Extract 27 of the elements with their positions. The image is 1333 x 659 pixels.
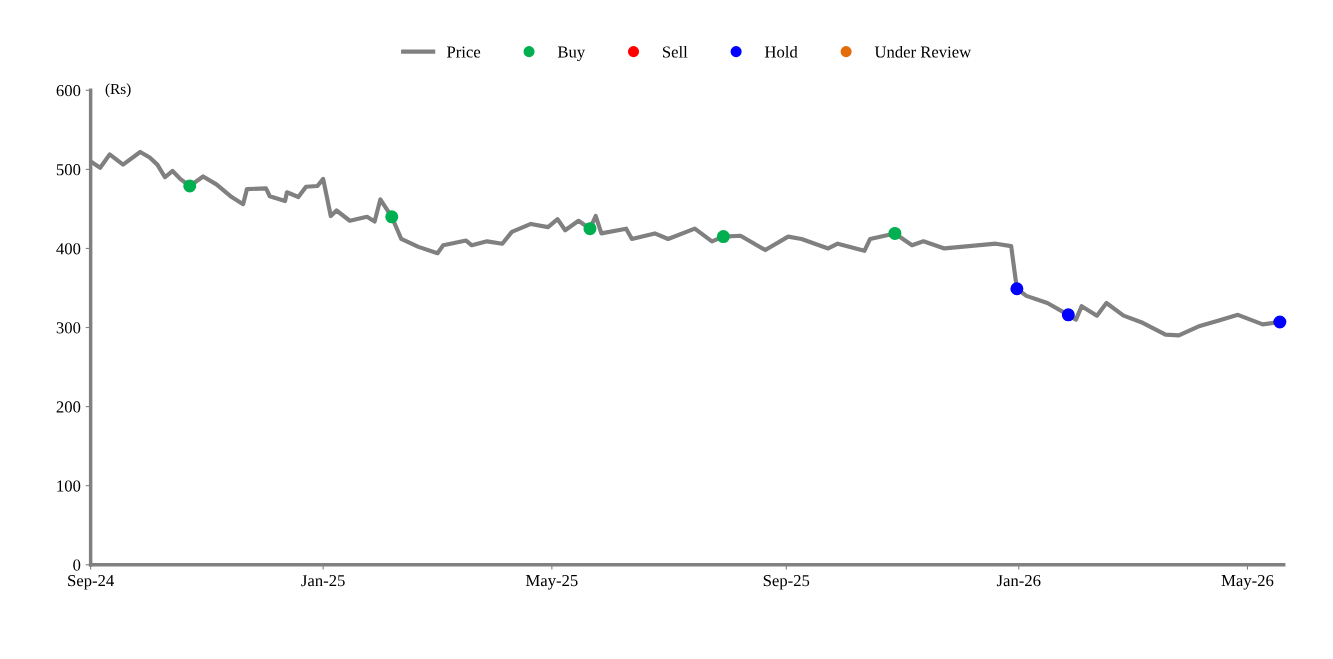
point xyxy=(1061,308,1075,322)
y-tick-label: 0 xyxy=(73,559,81,571)
legend-label: Price xyxy=(446,46,481,58)
x-tick-label: Jan-25 xyxy=(301,575,345,587)
x-tick-label: Sep-25 xyxy=(763,575,810,590)
legend-label: Hold xyxy=(764,45,798,58)
x-tick-label: May-26 xyxy=(1221,574,1274,590)
y-tick-label: 400 xyxy=(56,243,81,255)
y-tick-label: 200 xyxy=(56,401,81,413)
y-tick-label: 100 xyxy=(57,480,81,492)
point xyxy=(1273,315,1287,329)
legend-label: Buy xyxy=(557,46,586,62)
legend-label: Under Review xyxy=(874,45,972,58)
x-tick-label: May-25 xyxy=(525,574,578,590)
y-tick-label: 300 xyxy=(56,322,81,334)
point xyxy=(385,210,399,224)
legend-label: Sell xyxy=(662,45,688,58)
y-tick-label: 500 xyxy=(56,164,81,176)
y-tick-label: 600 xyxy=(56,84,81,97)
point xyxy=(1010,282,1024,296)
point xyxy=(583,222,597,236)
point xyxy=(183,179,197,193)
point xyxy=(888,226,902,240)
y-axis-title: (Rs) xyxy=(105,83,131,98)
x-tick-label: Jan-26 xyxy=(996,575,1041,587)
point xyxy=(716,230,730,244)
x-tick-label: Sep-24 xyxy=(68,575,114,590)
